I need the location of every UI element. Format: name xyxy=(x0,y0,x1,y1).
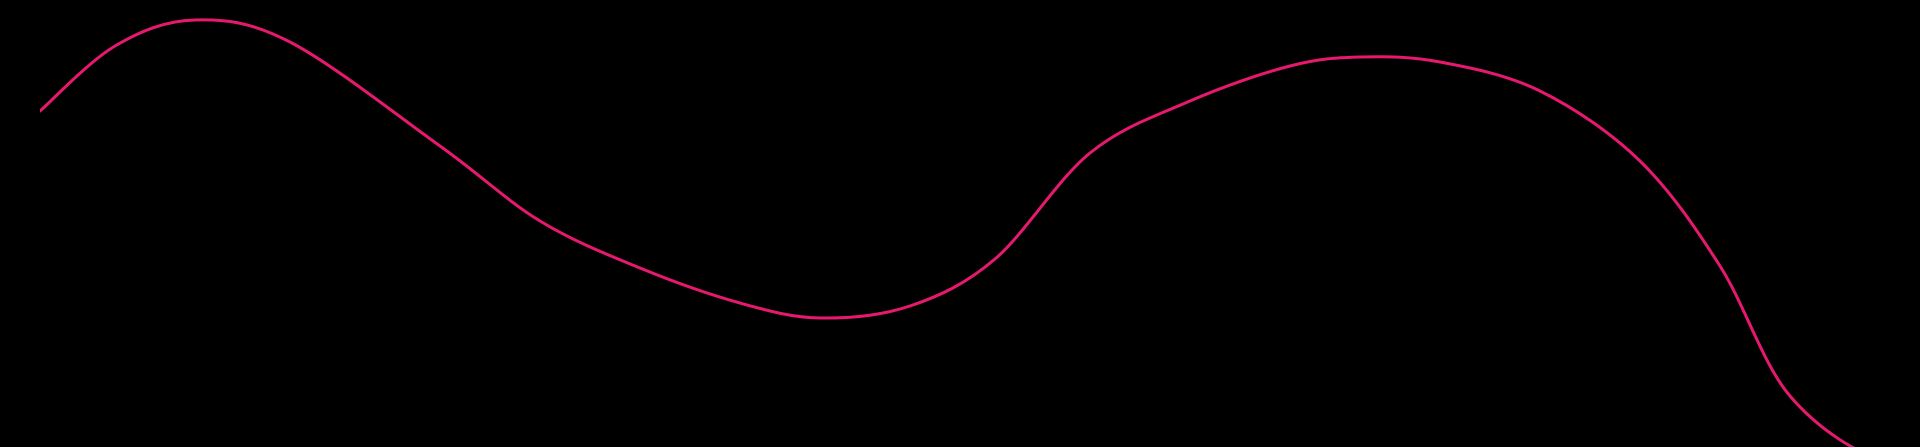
wave-curve-canvas xyxy=(40,18,1856,447)
wave-curve-line xyxy=(40,18,1856,447)
wave-banner xyxy=(40,16,1920,447)
